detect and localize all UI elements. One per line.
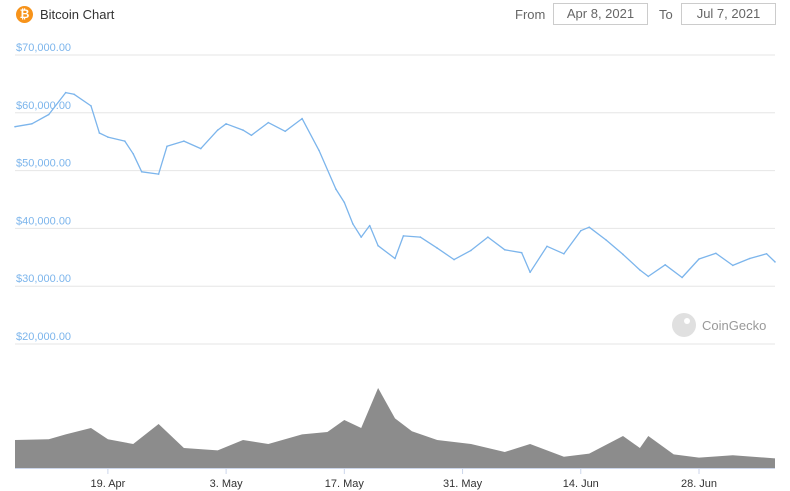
price-point-20[interactable] <box>284 130 287 133</box>
price-point-28[interactable] <box>377 244 379 247</box>
price-point-14[interactable] <box>200 147 202 150</box>
price-point-2[interactable] <box>48 113 50 116</box>
price-point-29[interactable] <box>394 257 396 260</box>
price-point-50[interactable] <box>715 252 717 255</box>
price-point-5[interactable] <box>90 105 92 107</box>
x-axis: 19. Apr 3. May 17. May 31. May 14. Jun 28. Ju… <box>15 468 775 490</box>
price-point-7[interactable] <box>107 136 109 138</box>
grid-lines <box>15 54 775 345</box>
price-point-36[interactable] <box>504 249 506 251</box>
x-tick-label-3: 31. May <box>443 478 483 490</box>
price-point-46[interactable] <box>647 275 650 278</box>
price-point-19[interactable] <box>267 121 270 124</box>
price-point-1[interactable] <box>31 123 33 125</box>
y-tick-label-1: $60,000.00 <box>16 100 71 112</box>
watermark-text: CoinGecko <box>702 318 766 333</box>
to-label: To <box>659 7 673 22</box>
price-point-40[interactable] <box>563 253 565 255</box>
price-point-15[interactable] <box>216 129 219 131</box>
price-point-13[interactable] <box>183 140 185 142</box>
price-point-22[interactable] <box>318 149 320 152</box>
y-tick-label-0: $70,000.00 <box>16 42 71 54</box>
price-point-30[interactable] <box>402 235 405 237</box>
price-point-16[interactable] <box>225 123 227 125</box>
coingecko-gecko-icon <box>672 313 696 337</box>
price-point-26[interactable] <box>360 236 363 238</box>
price-point-44[interactable] <box>622 253 624 256</box>
price-point-9[interactable] <box>132 153 134 155</box>
price-point-10[interactable] <box>140 171 143 173</box>
price-point-0[interactable] <box>14 125 16 128</box>
y-tick-label-4: $30,000.00 <box>16 273 71 285</box>
price-point-8[interactable] <box>124 140 126 142</box>
price-point-49[interactable] <box>698 258 700 260</box>
from-label: From <box>515 7 546 22</box>
x-tick-label-0: 19. Apr <box>90 478 125 490</box>
price-line[interactable] <box>14 91 776 279</box>
price-point-18[interactable] <box>250 134 253 137</box>
y-axis-labels: $70,000.00 $60,000.00 $50,000.00 $40,000.00… <box>16 42 71 343</box>
price-point-37[interactable] <box>520 251 523 254</box>
price-point-48[interactable] <box>681 276 683 279</box>
x-tick-label-5: 28. Jun <box>681 478 717 490</box>
bitcoin-icon: ₿ <box>16 6 33 23</box>
from-date-input[interactable]: Apr 8, 2021 <box>553 3 648 25</box>
price-point-42[interactable] <box>588 226 590 228</box>
y-tick-label-3: $40,000.00 <box>16 215 71 227</box>
price-point-31[interactable] <box>419 236 422 238</box>
price-point-25[interactable] <box>352 223 354 225</box>
volume-bars <box>15 388 775 468</box>
x-tick-label-2: 17. May <box>325 478 365 490</box>
price-point-51[interactable] <box>732 264 734 267</box>
x-tick-label-4: 14. Jun <box>563 478 599 490</box>
y-tick-label-2: $50,000.00 <box>16 158 71 170</box>
price-point-24[interactable] <box>343 201 346 204</box>
coingecko-watermark: CoinGecko <box>672 313 766 337</box>
price-point-53[interactable] <box>765 253 768 255</box>
price-point-34[interactable] <box>470 249 472 252</box>
price-point-43[interactable] <box>605 239 607 241</box>
price-point-52[interactable] <box>748 257 751 260</box>
y-tick-label-5: $20,000.00 <box>16 331 71 343</box>
price-point-3[interactable] <box>64 91 67 94</box>
price-point-45[interactable] <box>639 269 641 271</box>
price-point-27[interactable] <box>368 224 371 227</box>
chart-title: Bitcoin Chart <box>40 7 115 22</box>
price-point-54[interactable] <box>774 261 776 263</box>
gecko-eye <box>684 318 690 324</box>
price-point-39[interactable] <box>546 245 548 248</box>
price-series-line[interactable] <box>14 91 776 279</box>
price-point-12[interactable] <box>166 145 168 148</box>
x-tick-label-1: 3. May <box>210 478 244 490</box>
price-point-17[interactable] <box>242 129 244 131</box>
price-point-35[interactable] <box>487 236 489 238</box>
volume-area <box>15 388 775 468</box>
price-point-21[interactable] <box>301 117 303 120</box>
price-point-6[interactable] <box>98 132 101 134</box>
to-date-input[interactable]: Jul 7, 2021 <box>681 3 776 25</box>
chart-header: ₿ Bitcoin Chart From Apr 8, 2021 To Jul … <box>0 0 790 30</box>
price-point-32[interactable] <box>436 247 439 249</box>
price-point-23[interactable] <box>335 188 337 190</box>
price-point-33[interactable] <box>453 258 455 261</box>
price-point-38[interactable] <box>529 271 531 274</box>
price-point-47[interactable] <box>664 264 666 266</box>
price-point-11[interactable] <box>157 173 160 175</box>
price-point-4[interactable] <box>73 93 75 96</box>
price-point-41[interactable] <box>580 229 582 232</box>
